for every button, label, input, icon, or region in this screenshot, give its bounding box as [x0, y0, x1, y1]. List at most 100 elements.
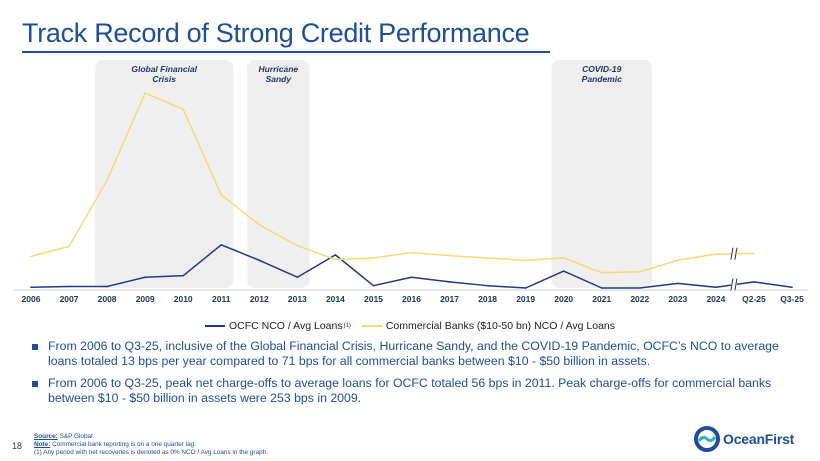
- highlight-bands: [94, 60, 652, 288]
- legend-item-ocfc: OCFC NCO / Avg Loans (1): [204, 320, 351, 332]
- data-point-banks: [372, 257, 375, 259]
- data-point-banks: [753, 252, 755, 255]
- band-global-financial-crisis: [94, 60, 234, 288]
- break-mask: [730, 277, 737, 292]
- band-label-global-financial-crisis: Global Financial Crisis: [131, 64, 197, 84]
- legend-footnote-ref: (1): [343, 323, 351, 329]
- data-point-ocfc: [258, 259, 261, 262]
- source-text: S&P Global.: [57, 433, 95, 440]
- bullet-item: From 2006 to Q3-25, peak net charge-offs…: [30, 376, 800, 406]
- data-point-banks: [68, 245, 70, 248]
- band-label-line: Hurricane: [258, 64, 298, 74]
- data-point-banks: [600, 271, 603, 274]
- band-label-hurricane-sandy: Hurricane Sandy: [258, 64, 298, 84]
- highlight-labels: Global Financial Crisis Hurricane Sandy COVI…: [131, 64, 622, 84]
- data-point-banks: [410, 251, 413, 254]
- data-point-ocfc: [144, 276, 146, 279]
- bullet-text: From 2006 to Q3-25, inclusive of the Glo…: [48, 339, 779, 368]
- x-tick-label: 2008: [98, 294, 117, 304]
- x-tick-label: 2020: [554, 294, 573, 304]
- x-tick-label: 2016: [402, 294, 421, 304]
- x-tick-label: 2021: [592, 294, 611, 304]
- data-point-ocfc: [562, 270, 565, 272]
- data-point-ocfc: [639, 287, 641, 289]
- note-text: Commercial bank reporting is on a one qu…: [50, 441, 196, 448]
- x-tick-label: 2013: [288, 294, 307, 304]
- data-point-ocfc: [106, 285, 108, 288]
- break-mark: [734, 278, 738, 291]
- data-point-ocfc: [791, 286, 793, 289]
- data-point-banks: [448, 254, 451, 257]
- page-number: 18: [12, 441, 23, 451]
- data-point-ocfc: [524, 287, 527, 289]
- legend-label-banks: Commercial Banks ($10-50 bn) NCO / Avg L…: [385, 320, 616, 332]
- chart-legend: OCFC NCO / Avg Loans (1) Commercial Banks…: [0, 318, 820, 332]
- x-tick-label: 2006: [22, 294, 41, 304]
- break-mark: [730, 247, 734, 260]
- x-tick-label: 2011: [212, 294, 231, 304]
- data-point-ocfc: [372, 284, 375, 287]
- x-tick-label: 2019: [516, 294, 535, 304]
- break-mask: [730, 246, 737, 261]
- x-tick-label: 2007: [60, 294, 79, 304]
- x-tick-label: 2015: [364, 294, 383, 304]
- data-point-banks: [296, 244, 299, 247]
- logo-text: OceanFirst: [723, 431, 795, 447]
- legend-item-banks: Commercial Banks ($10-50 bn) NCO / Avg L…: [361, 320, 616, 332]
- page-title: Track Record of Strong Credit Performanc…: [22, 18, 530, 48]
- break-mark: [730, 278, 734, 291]
- bullet-square-icon: [32, 381, 38, 387]
- x-tick-labels: 2006 2007 2008 2009 2010 2011 2012 2013 2014 2015…: [22, 294, 805, 304]
- data-point-banks: [334, 258, 337, 261]
- x-tick-label: 2018: [478, 294, 497, 304]
- x-tick-label: 2010: [174, 294, 193, 304]
- bullet-text: From 2006 to Q3-25, peak net charge-offs…: [48, 376, 772, 405]
- data-point-ocfc: [677, 282, 679, 285]
- x-tick-label: 2009: [136, 294, 155, 304]
- data-point-banks: [639, 271, 641, 273]
- data-point-ocfc: [486, 284, 489, 287]
- data-point-ocfc: [600, 287, 603, 289]
- band-label-line: Crisis: [152, 74, 176, 84]
- data-point-ocfc: [753, 281, 755, 283]
- title-underline: [22, 51, 550, 53]
- legend-label-ocfc: OCFC NCO / Avg Loans: [228, 320, 343, 332]
- axis-break-marks: [730, 246, 738, 292]
- data-point-banks: [715, 253, 717, 255]
- data-point-ocfc: [30, 286, 32, 289]
- data-point-ocfc: [715, 286, 717, 289]
- x-tick-label: 2024: [706, 294, 725, 304]
- footnote-text: (1) Any period with net recoveries is de…: [34, 449, 268, 456]
- data-point-banks: [106, 179, 108, 181]
- data-point-ocfc: [68, 285, 70, 288]
- data-point-banks: [258, 224, 261, 226]
- bullet-square-icon: [32, 344, 38, 350]
- data-point-banks: [144, 92, 146, 94]
- source-label: Source:: [34, 433, 58, 440]
- data-point-banks: [220, 193, 223, 196]
- x-tick-label: 2014: [326, 294, 345, 304]
- data-point-ocfc: [296, 276, 299, 279]
- data-point-banks: [677, 259, 679, 262]
- x-tick-label: Q3-25: [780, 294, 804, 304]
- bullet-item: From 2006 to Q3-25, inclusive of the Glo…: [30, 339, 800, 369]
- band-label-line: COVID-19: [582, 64, 621, 74]
- band-covid-19-pandemic: [551, 60, 652, 288]
- wave-logo-icon: [694, 426, 720, 452]
- band-label-covid-19-pandemic: COVID-19 Pandemic: [582, 64, 622, 84]
- oceanfirst-logo: OceanFirst: [694, 426, 794, 452]
- x-tick-label: 2017: [440, 294, 459, 304]
- break-mark: [734, 247, 738, 260]
- band-label-line: Sandy: [266, 74, 293, 84]
- band-label-line: Global Financial: [131, 64, 197, 74]
- bullet-list: From 2006 to Q3-25, inclusive of the Glo…: [30, 339, 800, 413]
- legend-swatch-ocfc: [204, 325, 225, 327]
- series-line-ocfc: [753, 281, 793, 288]
- series-group: [30, 92, 793, 289]
- x-tick-label: Q2-25: [742, 294, 766, 304]
- x-tick-label: 2023: [668, 294, 687, 304]
- data-point-ocfc: [182, 274, 184, 277]
- data-point-ocfc: [334, 254, 337, 256]
- x-tick-label: 2022: [630, 294, 649, 304]
- data-point-ocfc: [410, 276, 413, 279]
